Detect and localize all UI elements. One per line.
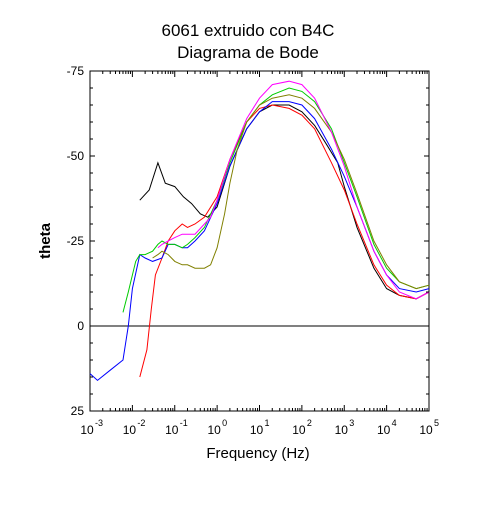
x-tick-exponent: 0 xyxy=(222,418,227,428)
x-tick-exponent: 4 xyxy=(392,418,397,428)
y-tick-label: -50 xyxy=(67,149,85,163)
x-tick-exponent: -2 xyxy=(137,418,145,428)
x-tick-exponent: -1 xyxy=(180,418,188,428)
y-tick-label: 25 xyxy=(71,404,85,418)
x-tick-label: 10 xyxy=(207,423,221,437)
x-tick-label: 10 xyxy=(292,423,306,437)
x-tick-exponent: 3 xyxy=(349,418,354,428)
series-line-5 xyxy=(152,94,430,290)
x-tick-exponent: 5 xyxy=(434,418,439,428)
x-tick-label: 10 xyxy=(165,423,179,437)
x-axis-label: Frequency (Hz) xyxy=(206,445,309,462)
y-axis-label: theta xyxy=(37,222,54,258)
y-axis-ticks: -75 -50 -25 0 25 xyxy=(67,64,429,418)
chart-title-line-1: 6061 extruido con B4C xyxy=(162,21,335,40)
x-tick-exponent: 2 xyxy=(307,418,312,428)
x-tick-label: 10 xyxy=(123,423,137,437)
x-tick-label: 10 xyxy=(250,423,264,437)
x-tick-exponent: -3 xyxy=(95,418,103,428)
x-axis-ticks: 10 -3 10 -2 10 -1 10 0 10 1 10 2 10 3 10 4 10 5 xyxy=(80,71,439,437)
y-tick-label: -75 xyxy=(67,64,85,78)
y-tick-label: -25 xyxy=(67,234,85,248)
x-tick-label: 10 xyxy=(335,423,349,437)
x-tick-label: 10 xyxy=(377,423,391,437)
x-tick-label: 10 xyxy=(419,423,433,437)
x-tick-label: 10 xyxy=(80,423,94,437)
series-group xyxy=(89,80,430,382)
series-line-3 xyxy=(89,101,430,382)
series-line-1 xyxy=(139,104,430,300)
y-tick-label: 0 xyxy=(77,319,84,333)
series-line-6 xyxy=(157,80,430,300)
x-tick-exponent: 1 xyxy=(265,418,270,428)
chart-title-line-2: Diagrama de Bode xyxy=(177,43,319,62)
plot-frame xyxy=(89,70,430,412)
series-line-2 xyxy=(139,104,430,378)
